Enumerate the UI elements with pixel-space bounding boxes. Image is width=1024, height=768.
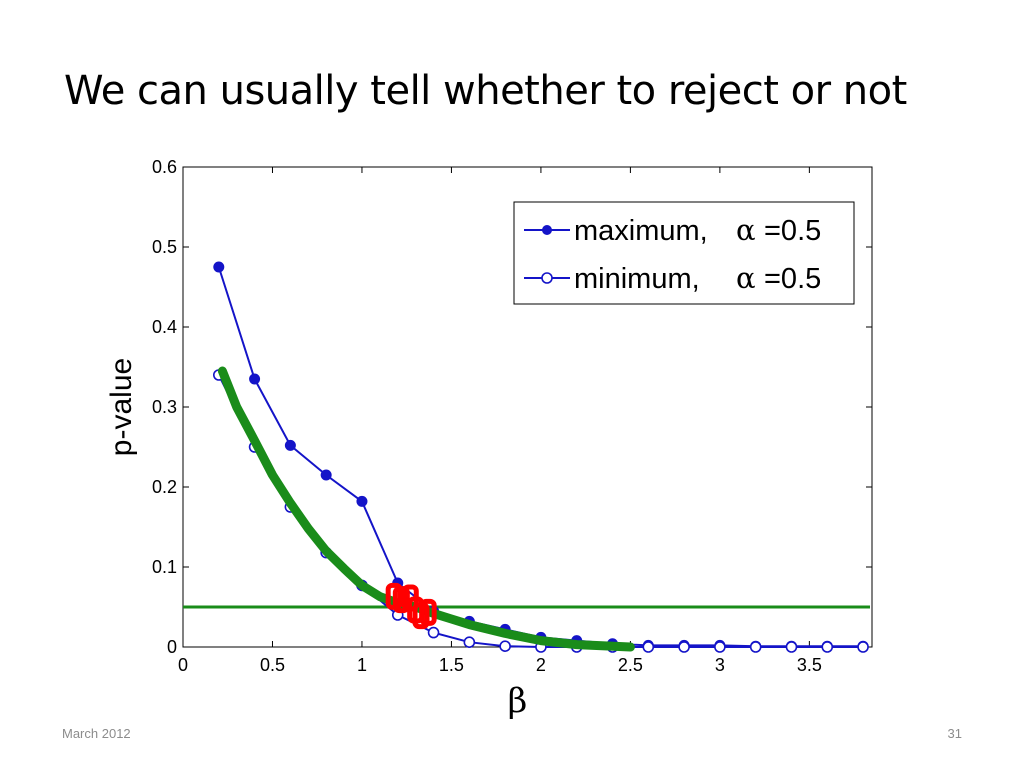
y-tick-label: 0.3	[152, 397, 177, 417]
y-tick-label: 0.4	[152, 317, 177, 337]
y-tick-label: 0.1	[152, 557, 177, 577]
legend-alpha-symbol: α	[736, 261, 756, 295]
data-point-open	[464, 637, 474, 647]
data-point-open	[643, 642, 653, 652]
data-point-open	[500, 641, 510, 651]
x-tick-label: 1	[357, 655, 367, 675]
data-point-filled	[357, 496, 367, 506]
x-tick-label: 0	[178, 655, 188, 675]
legend-marker-filled	[542, 225, 552, 235]
data-point-open	[786, 642, 796, 652]
x-tick-label: 0.5	[260, 655, 285, 675]
x-axis-label: β	[508, 681, 528, 721]
legend-alpha-symbol: α	[736, 213, 756, 247]
page-number: 31	[948, 726, 962, 741]
data-point-filled	[321, 470, 331, 480]
legend-alpha-value: =0.5	[764, 215, 821, 247]
y-tick-label: 0.2	[152, 477, 177, 497]
data-point-open	[429, 628, 439, 638]
y-axis-label: p-value	[105, 358, 138, 456]
data-point-open	[715, 642, 725, 652]
data-point-open	[858, 642, 868, 652]
y-tick-label: 0	[167, 637, 177, 657]
data-point-open	[751, 642, 761, 652]
data-point-open	[822, 642, 832, 652]
legend-label: minimum,	[574, 263, 700, 295]
legend-marker-open	[542, 273, 552, 283]
legend-alpha-value: =0.5	[764, 263, 821, 295]
data-point-filled	[285, 440, 295, 450]
y-tick-label: 0.6	[152, 157, 177, 177]
x-tick-label: 2	[536, 655, 546, 675]
data-point-filled	[250, 374, 260, 384]
x-tick-label: 2.5	[618, 655, 643, 675]
x-tick-label: 1.5	[439, 655, 464, 675]
footer-date: March 2012	[62, 726, 131, 741]
x-tick-label: 3.5	[797, 655, 822, 675]
legend: maximum, α =0.5 minimum, α =0.5	[514, 202, 854, 304]
legend-label: maximum,	[574, 215, 708, 247]
y-tick-label: 0.5	[152, 237, 177, 257]
data-point-filled	[214, 262, 224, 272]
data-point-open	[679, 642, 689, 652]
x-tick-label: 3	[715, 655, 725, 675]
